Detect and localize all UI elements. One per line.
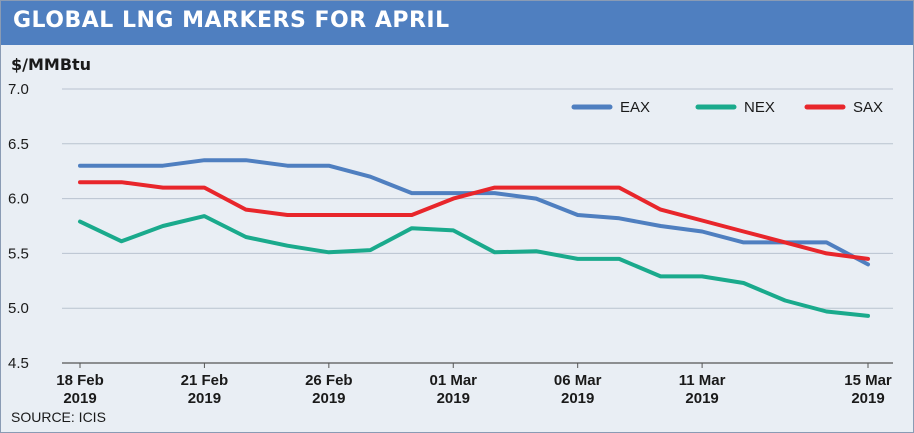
y-tick-label: 6.5: [8, 136, 29, 153]
y-tick-label: 4.5: [8, 355, 29, 372]
x-tick-year-label: 2019: [188, 390, 221, 407]
y-axis-unit-label: $/MMBtu: [11, 55, 92, 74]
y-tick-label: 7.0: [8, 81, 29, 98]
x-tick-label: 15 Mar: [844, 372, 892, 389]
series-line-sax: [78, 180, 870, 261]
x-tick-label: 06 Mar: [554, 372, 602, 389]
series-line-nex: [78, 214, 870, 318]
title-bar: GLOBAL LNG MARKERS FOR APRIL: [1, 1, 913, 45]
x-tick-label: 18 Feb: [56, 372, 104, 389]
y-tick-label: 6.0: [8, 191, 29, 208]
x-tick-year-label: 2019: [312, 390, 345, 407]
x-tick-year-label: 2019: [561, 390, 594, 407]
legend-label-nex: NEX: [744, 99, 775, 116]
x-tick-label: 26 Feb: [305, 372, 353, 389]
x-tick-year-label: 2019: [437, 390, 470, 407]
x-tick-label: 21 Feb: [181, 372, 229, 389]
x-tick-year-label: 2019: [851, 390, 884, 407]
x-tick-year-label: 2019: [63, 390, 96, 407]
legend-label-sax: SAX: [853, 99, 883, 116]
y-tick-label: 5.5: [8, 245, 29, 262]
x-tick-year-label: 2019: [685, 390, 718, 407]
y-tick-label: 5.0: [8, 300, 29, 317]
series-line-eax: [78, 158, 870, 267]
x-tick-label: 01 Mar: [429, 372, 477, 389]
legend-label-eax: EAX: [620, 99, 650, 116]
chart-title: GLOBAL LNG MARKERS FOR APRIL: [13, 8, 450, 33]
x-tick-label: 11 Mar: [679, 372, 726, 389]
source-note: SOURCE: ICIS: [11, 409, 106, 425]
